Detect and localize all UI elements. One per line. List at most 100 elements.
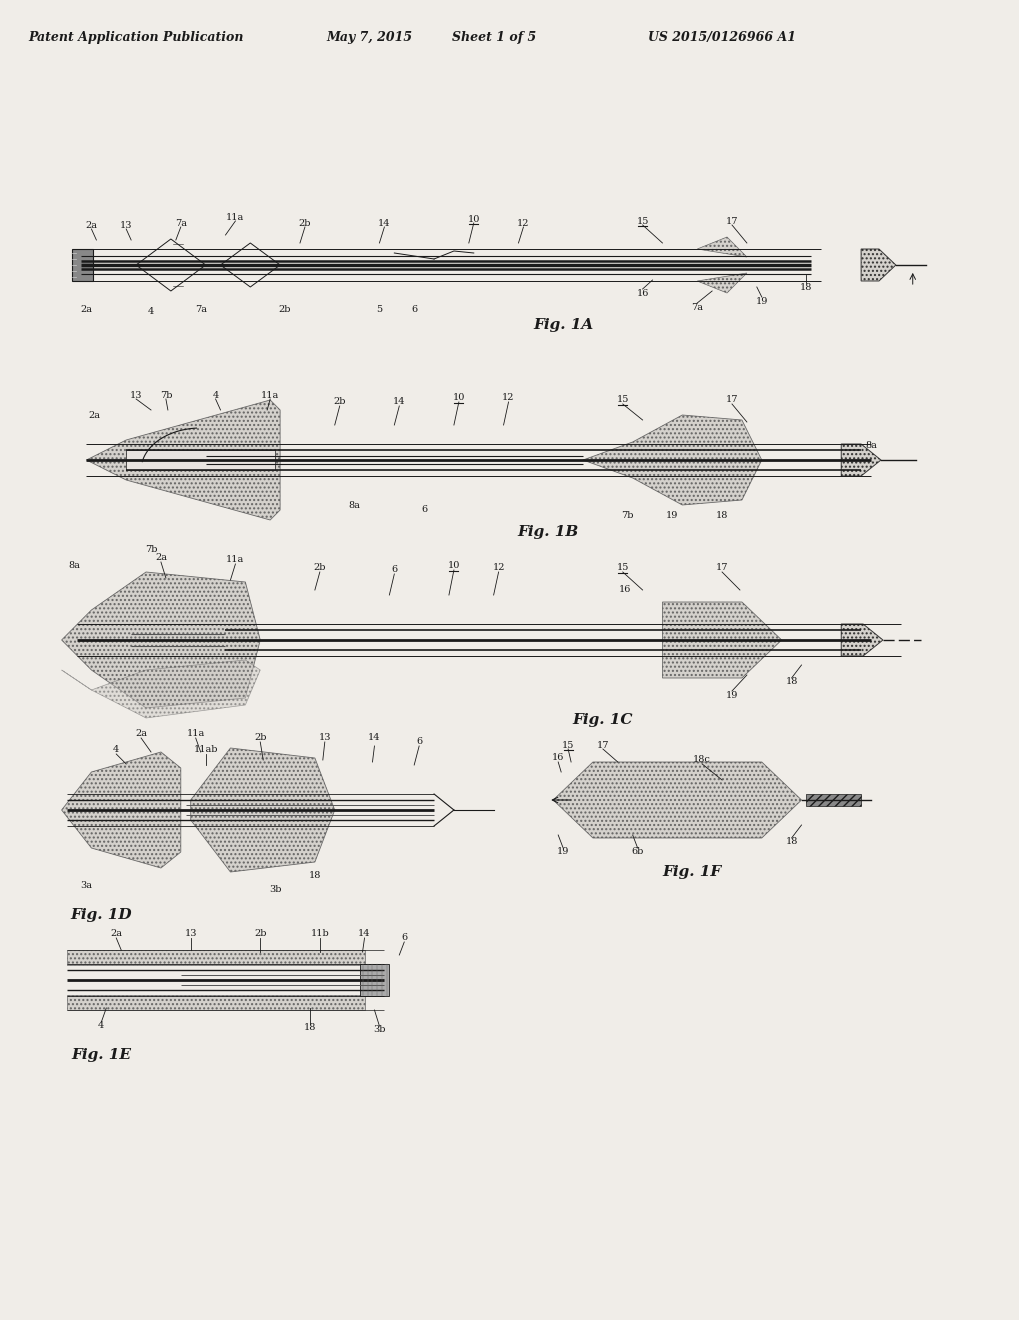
Polygon shape bbox=[697, 273, 746, 293]
Text: 2a: 2a bbox=[86, 220, 98, 230]
Text: 3b: 3b bbox=[373, 1026, 385, 1035]
Text: 7a: 7a bbox=[195, 305, 207, 314]
Polygon shape bbox=[61, 660, 260, 718]
Polygon shape bbox=[860, 249, 895, 281]
Text: 7a: 7a bbox=[174, 219, 186, 227]
Text: 7b: 7b bbox=[621, 511, 634, 520]
Text: 6b: 6b bbox=[631, 847, 643, 857]
Bar bbox=[360, 964, 389, 997]
Text: 15: 15 bbox=[615, 396, 629, 404]
Text: Fig. 1F: Fig. 1F bbox=[662, 865, 721, 879]
Text: 6: 6 bbox=[416, 738, 422, 747]
Text: 14: 14 bbox=[358, 929, 371, 939]
Text: Sheet 1 of 5: Sheet 1 of 5 bbox=[451, 32, 535, 45]
Text: 3b: 3b bbox=[269, 886, 281, 895]
Text: 18: 18 bbox=[309, 870, 321, 879]
Text: May 7, 2015: May 7, 2015 bbox=[326, 32, 412, 45]
Text: Patent Application Publication: Patent Application Publication bbox=[29, 32, 244, 45]
Text: 18: 18 bbox=[800, 282, 812, 292]
Text: 6: 6 bbox=[421, 506, 427, 515]
Text: 11a: 11a bbox=[226, 556, 245, 565]
Text: 13: 13 bbox=[184, 929, 197, 939]
Text: 19: 19 bbox=[755, 297, 767, 305]
Polygon shape bbox=[841, 444, 880, 477]
Text: 2a: 2a bbox=[110, 929, 122, 939]
Polygon shape bbox=[66, 950, 364, 965]
Polygon shape bbox=[697, 238, 746, 257]
Text: US 2015/0126966 A1: US 2015/0126966 A1 bbox=[647, 32, 795, 45]
Bar bbox=[71, 249, 94, 281]
Text: 11a: 11a bbox=[186, 730, 205, 738]
Text: 4: 4 bbox=[98, 1022, 104, 1031]
Text: 13: 13 bbox=[318, 734, 331, 742]
Text: Fig. 1D: Fig. 1D bbox=[70, 908, 132, 921]
Text: 2b: 2b bbox=[299, 219, 311, 227]
Text: Fig. 1E: Fig. 1E bbox=[71, 1048, 131, 1063]
Text: 4: 4 bbox=[148, 306, 154, 315]
Text: 12: 12 bbox=[501, 393, 515, 403]
Text: 6: 6 bbox=[391, 565, 397, 574]
Text: 15: 15 bbox=[561, 741, 574, 750]
Text: Fig. 1A: Fig. 1A bbox=[533, 318, 593, 333]
Bar bbox=[806, 795, 860, 807]
Text: 7a: 7a bbox=[691, 302, 702, 312]
Text: 17: 17 bbox=[715, 564, 728, 573]
Text: 18c: 18c bbox=[693, 755, 710, 764]
Text: 8a: 8a bbox=[68, 561, 81, 570]
Text: 18: 18 bbox=[785, 677, 797, 686]
Text: 11ab: 11ab bbox=[194, 746, 218, 755]
Text: 18: 18 bbox=[715, 511, 728, 520]
Text: 13: 13 bbox=[120, 220, 132, 230]
Text: 19: 19 bbox=[665, 511, 678, 520]
Text: 16: 16 bbox=[551, 754, 564, 763]
Text: Fig. 1B: Fig. 1B bbox=[517, 525, 579, 539]
Text: 7b: 7b bbox=[160, 391, 172, 400]
Bar bbox=[126, 450, 275, 470]
Text: 17: 17 bbox=[726, 396, 738, 404]
Text: 19: 19 bbox=[556, 847, 569, 857]
Text: 4: 4 bbox=[212, 391, 218, 400]
Text: 10: 10 bbox=[467, 214, 480, 223]
Text: 3a: 3a bbox=[81, 882, 93, 891]
Text: 18: 18 bbox=[304, 1023, 316, 1032]
Text: 11a: 11a bbox=[226, 213, 245, 222]
Text: 17: 17 bbox=[726, 216, 738, 226]
Text: 2a: 2a bbox=[135, 730, 147, 738]
Text: 7b: 7b bbox=[145, 545, 157, 554]
Text: 15: 15 bbox=[636, 216, 648, 226]
Polygon shape bbox=[661, 602, 781, 678]
Text: 18: 18 bbox=[785, 837, 797, 846]
Polygon shape bbox=[66, 995, 364, 1010]
Text: 10: 10 bbox=[452, 393, 465, 403]
Text: 5: 5 bbox=[376, 305, 382, 314]
Text: 14: 14 bbox=[368, 734, 380, 742]
Text: 8a: 8a bbox=[348, 500, 360, 510]
Text: 4: 4 bbox=[113, 746, 119, 755]
Text: 2b: 2b bbox=[313, 564, 326, 573]
Text: 2b: 2b bbox=[254, 929, 266, 939]
Polygon shape bbox=[552, 762, 801, 838]
Text: 2a: 2a bbox=[89, 412, 100, 421]
Text: 13: 13 bbox=[129, 391, 143, 400]
Text: 17: 17 bbox=[596, 741, 608, 750]
Text: 2a: 2a bbox=[81, 305, 93, 314]
Text: 11a: 11a bbox=[261, 391, 279, 400]
Text: 2b: 2b bbox=[254, 734, 266, 742]
Polygon shape bbox=[841, 624, 882, 656]
Text: 11b: 11b bbox=[310, 929, 329, 939]
Text: 19: 19 bbox=[726, 690, 738, 700]
Text: 16: 16 bbox=[618, 586, 631, 594]
Text: 2b: 2b bbox=[278, 305, 291, 314]
Text: 10: 10 bbox=[447, 561, 460, 570]
Text: 12: 12 bbox=[492, 564, 504, 573]
Text: 14: 14 bbox=[392, 397, 406, 407]
Text: 2a: 2a bbox=[155, 553, 167, 562]
Text: 8a: 8a bbox=[864, 441, 876, 450]
Text: 14: 14 bbox=[378, 219, 390, 227]
Text: Fig. 1C: Fig. 1C bbox=[572, 713, 633, 727]
Text: 16: 16 bbox=[636, 289, 648, 297]
Text: 15: 15 bbox=[615, 564, 629, 573]
Text: 12: 12 bbox=[517, 219, 529, 227]
Text: 6: 6 bbox=[400, 933, 407, 942]
Polygon shape bbox=[61, 572, 260, 708]
